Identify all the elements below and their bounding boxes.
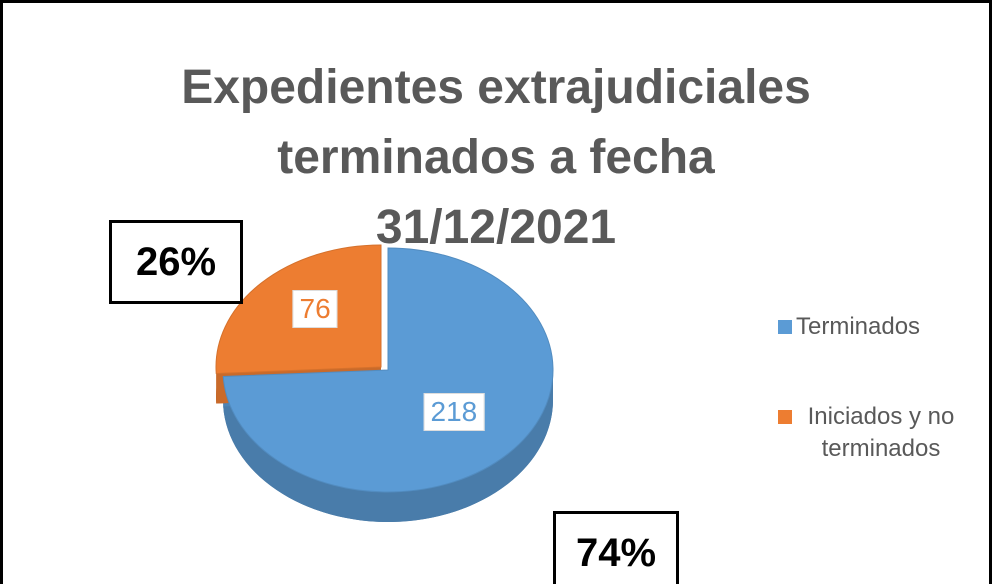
data-label: 76: [292, 289, 338, 328]
legend-item: Terminados: [778, 311, 966, 343]
legend-item: Iniciados y no terminados: [778, 401, 966, 465]
legend-swatch: [778, 410, 792, 424]
annotation: 26%: [109, 220, 243, 304]
chart-title: Expedientes extrajudiciales terminados a…: [181, 61, 811, 254]
legend-label: Terminados: [796, 313, 921, 340]
annotation: 74%: [553, 511, 679, 584]
data-label: 218: [423, 393, 485, 432]
legend-swatch: [778, 320, 792, 334]
pie-area: [215, 244, 554, 523]
legend-label: Iniciados y no terminados: [807, 403, 955, 462]
slice-side: [223, 370, 553, 523]
